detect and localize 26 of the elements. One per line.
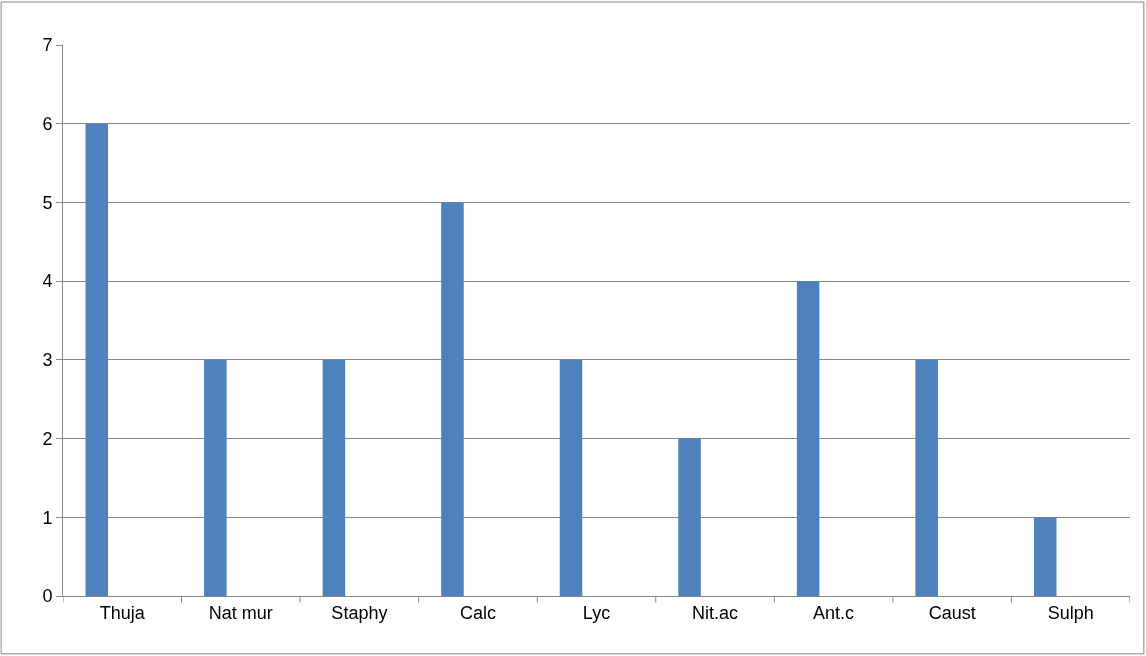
x-tick-label: Sulph [1047, 602, 1094, 623]
y-tick-label: 7 [42, 35, 53, 56]
bar [796, 281, 820, 596]
y-tick-label: 2 [42, 428, 53, 449]
bar [915, 359, 938, 596]
x-tick-label: Nat mur [208, 602, 273, 623]
y-tick-label: 4 [42, 271, 53, 292]
x-tick-label: Thuja [99, 602, 146, 623]
x-tick-label: Calc [459, 602, 496, 623]
x-tick-label: Nit.ac [692, 602, 739, 623]
x-tick-label: Staphy [331, 602, 388, 623]
y-tick-label: 1 [42, 507, 53, 528]
x-tick-label: Caust [928, 602, 976, 623]
x-tick-label: Lyc [582, 602, 611, 623]
x-tick-label: Ant.c [813, 602, 855, 623]
y-tick-label: 0 [42, 586, 53, 607]
bar [322, 359, 346, 596]
y-tick-label: 3 [42, 350, 53, 371]
bar [559, 359, 583, 596]
bar [204, 359, 227, 596]
bar [441, 202, 464, 596]
bar [678, 438, 701, 596]
y-tick-label: 6 [42, 114, 53, 135]
bar [85, 123, 109, 596]
y-tick-label: 5 [42, 192, 53, 213]
bar [1033, 517, 1057, 596]
